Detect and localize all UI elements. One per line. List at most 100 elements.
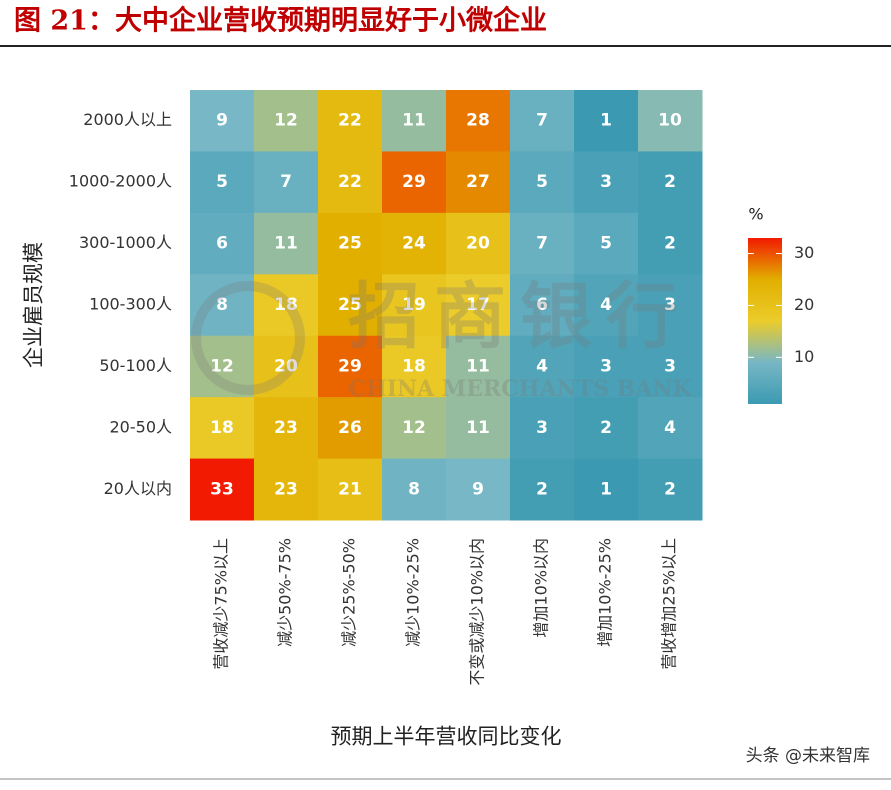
- heat-cell: [382, 151, 447, 214]
- heat-cell: [446, 212, 511, 275]
- cell-label: 23: [274, 418, 298, 438]
- heat-cell: [510, 151, 575, 214]
- watermark: CHINA MERCHANTS BANK: [348, 376, 692, 402]
- colorbar-title: %: [748, 205, 763, 224]
- cell-label: 2: [536, 479, 548, 499]
- heat-cell: [318, 151, 383, 214]
- y-tick-label: 100-300人: [89, 295, 172, 314]
- heat-cell: [574, 397, 639, 460]
- x-tick-label: 营收减少75%以上: [212, 538, 231, 670]
- cell-label: 4: [600, 295, 612, 315]
- cell-label: 29: [338, 356, 362, 376]
- cell-label: 11: [274, 234, 298, 254]
- x-tick-label: 增加10%以内: [532, 538, 551, 638]
- cell-label: 3: [536, 418, 548, 438]
- cell-label: 20: [274, 356, 298, 376]
- y-tick-label: 20-50人: [110, 417, 173, 436]
- heat-cell: [190, 212, 255, 275]
- cell-label: 12: [210, 356, 234, 376]
- heat-cell: [510, 274, 575, 337]
- cell-label: 3: [664, 295, 676, 315]
- cell-label: 26: [338, 418, 362, 438]
- heat-cell: [382, 397, 447, 460]
- heat-cell: [638, 274, 703, 337]
- cell-label: 9: [216, 111, 228, 131]
- cell-label: 4: [536, 356, 548, 376]
- cell-label: 3: [600, 356, 612, 376]
- heat-cell: [190, 397, 255, 460]
- heat-cell: [510, 458, 575, 521]
- heat-cell: [254, 274, 319, 337]
- heat-cell: [318, 335, 383, 398]
- x-tick-label: 减少10%-25%: [404, 538, 423, 647]
- cell-label: 10: [658, 111, 682, 131]
- colorbar-tick-label: 20: [794, 295, 814, 314]
- heat-cell: [254, 397, 319, 460]
- cell-label: 7: [280, 172, 292, 192]
- cell-label: 8: [216, 295, 228, 315]
- heat-cell: [638, 458, 703, 521]
- heat-cell: [446, 90, 511, 152]
- watermark: 招商银行: [348, 275, 692, 359]
- y-tick-label: 2000人以上: [83, 110, 172, 129]
- cell-label: 2: [600, 418, 612, 438]
- cell-label: 7: [536, 111, 548, 131]
- y-tick-label: 1000-2000人: [69, 172, 172, 191]
- cell-label: 9: [472, 479, 484, 499]
- cell-label: 19: [402, 295, 426, 315]
- heat-cell: [190, 151, 255, 214]
- heat-cell: [254, 212, 319, 275]
- colorbar: [748, 238, 782, 404]
- cell-label: 23: [274, 479, 298, 499]
- cell-label: 1: [600, 479, 612, 499]
- cell-label: 22: [338, 111, 362, 131]
- x-tick-label: 增加10%-25%: [596, 538, 615, 647]
- heat-cell: [574, 458, 639, 521]
- cell-label: 3: [600, 172, 612, 192]
- cell-label: 11: [466, 356, 490, 376]
- heat-cell: [318, 397, 383, 460]
- heat-cell: [254, 458, 319, 521]
- source: 头条 @未来智库: [746, 746, 870, 766]
- cell-label: 22: [338, 172, 362, 192]
- cell-label: 11: [466, 418, 490, 438]
- cell-label: 2: [664, 234, 676, 254]
- heat-cell: [574, 335, 639, 398]
- heat-cell: [254, 151, 319, 214]
- heat-cell: [318, 458, 383, 521]
- x-axis-label: 预期上半年营收同比变化: [331, 725, 562, 749]
- heat-cell: [190, 274, 255, 337]
- chart-title: 图 21：大中企业营收预期明显好于小微企业: [14, 5, 547, 37]
- heat-cell: [446, 151, 511, 214]
- cell-label: 5: [216, 172, 228, 192]
- cell-label: 27: [466, 172, 490, 192]
- heat-cell: [510, 212, 575, 275]
- x-tick-label: 营收增加25%以上: [660, 538, 679, 670]
- cell-label: 18: [210, 418, 234, 438]
- cell-label: 12: [402, 418, 426, 438]
- y-tick-label: 50-100人: [99, 356, 172, 375]
- heat-cell: [318, 212, 383, 275]
- heat-cell: [446, 335, 511, 398]
- cell-label: 33: [210, 479, 234, 499]
- cell-label: 20: [466, 234, 490, 254]
- heat-cell: [254, 90, 319, 152]
- heat-cell: [382, 90, 447, 152]
- cell-label: 6: [536, 295, 548, 315]
- x-tick-label: 不变或减少10%以内: [468, 538, 487, 686]
- heat-cell: [510, 90, 575, 152]
- heat-cell: [638, 212, 703, 275]
- colorbar-tick-label: 10: [794, 347, 814, 366]
- cell-label: 12: [274, 111, 298, 131]
- heat-cell: [318, 90, 383, 152]
- cell-label: 25: [338, 234, 362, 254]
- cell-label: 4: [664, 418, 676, 438]
- heat-cell: [318, 274, 383, 337]
- cell-label: 7: [536, 234, 548, 254]
- heat-cell: [190, 90, 255, 152]
- heat-cell: [446, 397, 511, 460]
- cell-label: 25: [338, 295, 362, 315]
- cell-label: 18: [274, 295, 298, 315]
- cell-label: 3: [664, 356, 676, 376]
- heat-cell: [190, 335, 255, 398]
